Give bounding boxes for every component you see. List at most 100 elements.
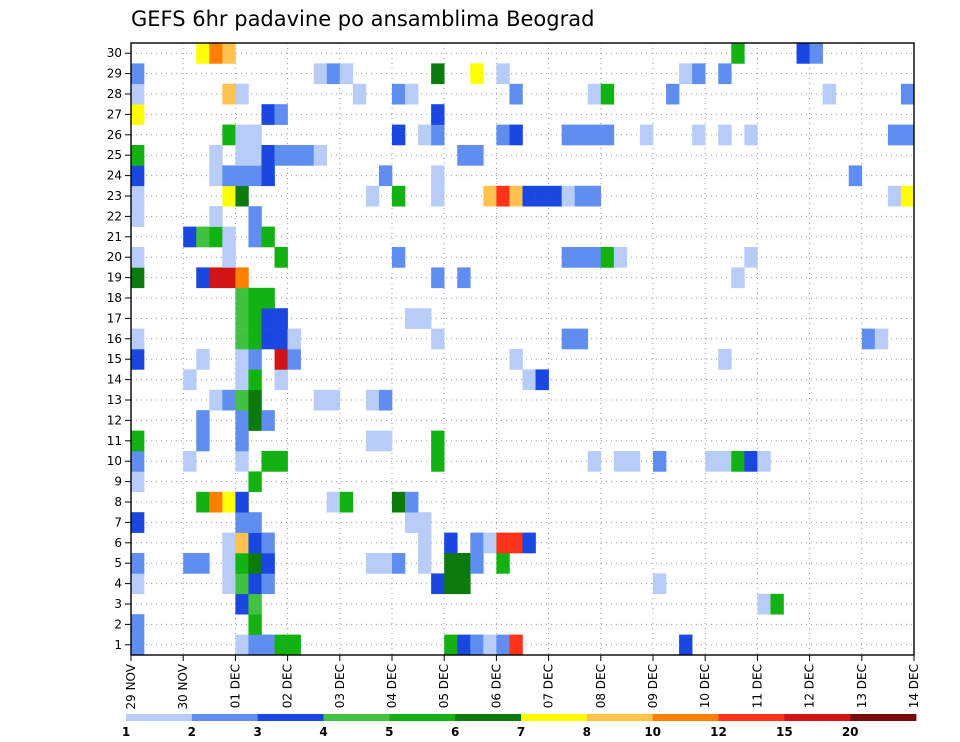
heatmap-cell bbox=[483, 634, 497, 656]
heatmap-cell bbox=[274, 308, 288, 329]
heatmap-cell bbox=[235, 430, 249, 452]
heatmap-cell bbox=[418, 553, 432, 574]
heatmap-cell bbox=[444, 532, 458, 554]
heatmap-cell bbox=[744, 247, 758, 268]
x-tick-label: 03 DEC bbox=[333, 664, 347, 708]
heatmap-cell bbox=[261, 532, 275, 554]
colorbar-swatch bbox=[850, 714, 917, 721]
heatmap-cell bbox=[339, 491, 354, 513]
plot-frame bbox=[130, 42, 915, 656]
colorbar-swatch bbox=[323, 714, 390, 721]
heatmap-cell bbox=[692, 63, 706, 85]
heatmap-cell bbox=[431, 573, 445, 595]
heatmap-cell bbox=[496, 553, 510, 574]
heatmap-cell bbox=[431, 451, 445, 472]
heatmap-cell bbox=[209, 43, 223, 64]
heatmap-cell bbox=[222, 185, 236, 207]
heatmap-cell bbox=[666, 83, 680, 105]
heatmap-cell bbox=[431, 267, 445, 289]
heatmap-cell bbox=[222, 124, 236, 146]
heatmap-cell bbox=[131, 104, 145, 125]
heatmap-cell bbox=[548, 185, 562, 207]
heatmap-cell bbox=[326, 491, 341, 513]
x-tick-label: 11 DEC bbox=[750, 664, 764, 708]
heatmap-cell bbox=[248, 573, 262, 595]
heatmap-cell bbox=[261, 573, 275, 595]
heatmap-cell bbox=[444, 634, 458, 656]
heatmap-cell bbox=[405, 308, 419, 329]
heatmap-cell bbox=[131, 165, 145, 187]
heatmap-cell bbox=[209, 145, 223, 166]
colorbar-label: 1 bbox=[122, 725, 130, 739]
heatmap-cell bbox=[378, 430, 393, 452]
y-tick-label: 14 bbox=[107, 373, 122, 387]
y-tick-label: 7 bbox=[114, 515, 122, 529]
y-tick-label: 2 bbox=[114, 617, 122, 631]
y-tick-label: 18 bbox=[107, 291, 122, 305]
heatmap-cell bbox=[235, 369, 249, 391]
heatmap-cell bbox=[261, 410, 275, 431]
heatmap-cell bbox=[574, 328, 589, 350]
heatmap-cell bbox=[196, 349, 210, 370]
colorbar-swatch bbox=[652, 714, 719, 721]
colorbar-label: 5 bbox=[385, 725, 393, 739]
heatmap-cell bbox=[405, 512, 419, 533]
heatmap-cell bbox=[587, 124, 602, 146]
y-tick-label: 1 bbox=[114, 638, 122, 652]
heatmap-cell bbox=[261, 145, 275, 166]
heatmap-cell bbox=[131, 471, 145, 493]
heatmap-cell bbox=[196, 553, 210, 574]
heatmap-cell bbox=[196, 430, 210, 452]
heatmap-cell bbox=[248, 308, 262, 329]
x-tick-label: 06 DEC bbox=[489, 664, 503, 708]
heatmap-cell bbox=[222, 165, 236, 187]
x-tick-label: 05 DEC bbox=[437, 664, 451, 708]
heatmap-cell bbox=[496, 63, 510, 85]
heatmap-cell bbox=[653, 573, 667, 595]
x-tick-label: 14 DEC bbox=[907, 664, 921, 708]
heatmap-cell bbox=[235, 451, 249, 472]
heatmap-cell bbox=[561, 185, 575, 207]
heatmap-cell bbox=[679, 634, 693, 656]
heatmap-cell bbox=[496, 532, 510, 554]
heatmap-cell bbox=[705, 451, 719, 472]
heatmap-cell bbox=[235, 185, 249, 207]
y-tick-label: 15 bbox=[107, 352, 122, 366]
heatmap-cell bbox=[574, 247, 589, 268]
heatmap-cell bbox=[131, 634, 145, 656]
y-tick-label: 30 bbox=[107, 46, 122, 60]
heatmap-cell bbox=[405, 83, 419, 105]
heatmap-cell bbox=[248, 369, 262, 391]
heatmap-cell bbox=[261, 104, 275, 125]
heatmap-cell bbox=[274, 369, 288, 391]
heatmap-cell bbox=[131, 512, 145, 533]
colorbar-label: 15 bbox=[776, 725, 793, 739]
colorbar-swatch bbox=[521, 714, 588, 721]
heatmap-cell bbox=[196, 267, 210, 289]
heatmap-cell bbox=[131, 206, 145, 227]
heatmap-cell bbox=[378, 165, 393, 187]
heatmap-cell bbox=[587, 451, 602, 472]
y-tick-label: 3 bbox=[114, 597, 122, 611]
heatmap-cell bbox=[248, 471, 262, 493]
x-tick-label: 10 DEC bbox=[698, 664, 712, 708]
heatmap-cell bbox=[222, 226, 236, 248]
x-tick-label: 13 DEC bbox=[855, 664, 869, 708]
heatmap-cell bbox=[131, 145, 145, 166]
heatmap-cell bbox=[561, 247, 575, 268]
y-tick-label: 4 bbox=[114, 577, 122, 591]
heatmap-cell bbox=[574, 124, 589, 146]
heatmap-cell bbox=[235, 83, 249, 105]
heatmap-cell bbox=[131, 430, 145, 452]
heatmap-cell bbox=[248, 226, 262, 248]
x-tick-label: 07 DEC bbox=[542, 664, 556, 708]
heatmap-cell bbox=[718, 124, 732, 146]
heatmap-cell bbox=[392, 247, 406, 268]
heatmap-cell bbox=[222, 83, 236, 105]
heatmap-cell bbox=[522, 185, 536, 207]
heatmap-cell bbox=[235, 573, 249, 595]
heatmap-cell bbox=[261, 328, 275, 350]
colorbar-swatch bbox=[126, 714, 193, 721]
colorbar-label: 4 bbox=[319, 725, 327, 739]
